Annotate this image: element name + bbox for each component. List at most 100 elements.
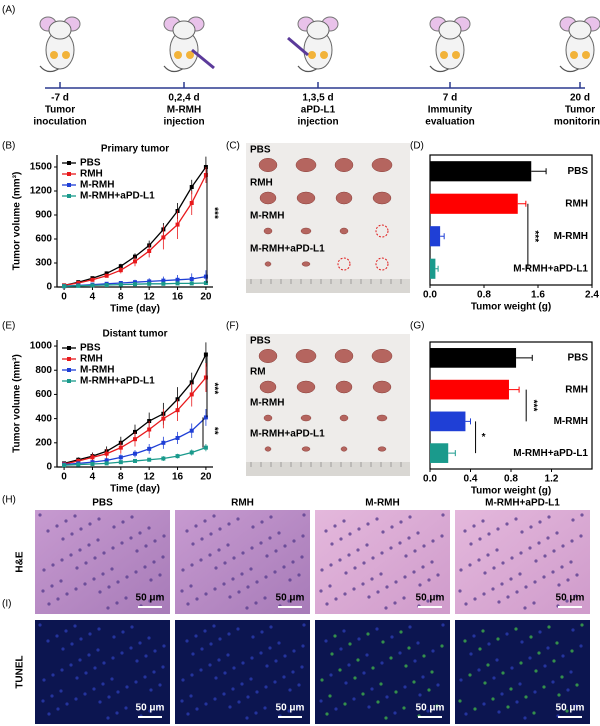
cell bbox=[259, 651, 263, 655]
cell bbox=[51, 563, 55, 567]
cell bbox=[579, 644, 583, 648]
cell bbox=[97, 517, 101, 521]
mouse-icon bbox=[39, 16, 81, 73]
cell bbox=[277, 641, 281, 645]
mouse-icon bbox=[163, 16, 215, 73]
cell bbox=[250, 656, 254, 660]
cell bbox=[241, 551, 245, 555]
data-point bbox=[104, 273, 109, 278]
micrograph bbox=[315, 620, 450, 724]
tumor bbox=[376, 414, 388, 422]
cell bbox=[51, 673, 55, 677]
data-point bbox=[76, 458, 81, 463]
cell bbox=[333, 524, 337, 528]
cell bbox=[93, 556, 97, 560]
cell bbox=[232, 556, 236, 560]
data-point bbox=[189, 185, 194, 189]
group-label: PBS bbox=[250, 145, 271, 156]
cell bbox=[143, 675, 147, 679]
cell bbox=[357, 637, 361, 641]
mouse-head bbox=[568, 20, 592, 40]
cell bbox=[486, 663, 490, 667]
cell bbox=[459, 568, 463, 572]
scale-bar-label: 50 μm bbox=[136, 703, 165, 714]
cell bbox=[245, 716, 249, 720]
cell bbox=[495, 548, 499, 552]
category-label: RMH bbox=[565, 384, 588, 395]
data-point bbox=[76, 281, 81, 285]
x-tick-label: 0.0 bbox=[423, 474, 437, 485]
cell bbox=[274, 659, 278, 663]
cell bbox=[533, 580, 537, 584]
cell bbox=[353, 566, 357, 570]
x-tick-label: 0 bbox=[61, 292, 67, 303]
category-label: M-RMH+aPD-L1 bbox=[513, 448, 588, 459]
cell bbox=[529, 525, 533, 529]
cell bbox=[269, 625, 273, 629]
y-tick-label: 1000 bbox=[30, 341, 53, 352]
cell bbox=[381, 640, 385, 644]
cell bbox=[487, 532, 491, 536]
data-point bbox=[104, 283, 109, 287]
cell bbox=[157, 594, 161, 598]
cell bbox=[496, 527, 500, 531]
cell bbox=[547, 625, 551, 629]
data-point bbox=[118, 445, 123, 450]
tumor-spot bbox=[320, 51, 328, 59]
tumor-spot bbox=[308, 51, 316, 59]
cell bbox=[348, 532, 352, 536]
cell bbox=[412, 680, 416, 684]
data-point bbox=[76, 283, 81, 288]
legend-label: M-RMH+aPD-L1 bbox=[80, 376, 155, 387]
row-label: H&E bbox=[15, 551, 26, 572]
cell bbox=[352, 697, 356, 701]
y-tick-label: 400 bbox=[35, 413, 52, 424]
cell bbox=[575, 573, 579, 577]
cell bbox=[162, 534, 166, 538]
cell bbox=[130, 515, 134, 519]
column-header: RMH bbox=[231, 498, 254, 509]
legend-label: PBS bbox=[80, 158, 101, 169]
legend-marker bbox=[67, 194, 71, 198]
cell bbox=[228, 595, 232, 599]
cell bbox=[328, 694, 332, 698]
empty-marker bbox=[375, 224, 389, 238]
cell bbox=[301, 644, 305, 648]
cell bbox=[218, 637, 222, 641]
cell bbox=[482, 702, 486, 706]
cell bbox=[520, 530, 524, 534]
cell bbox=[367, 705, 371, 709]
cell bbox=[200, 647, 204, 651]
data-point bbox=[147, 457, 152, 462]
cell bbox=[469, 652, 473, 656]
group-label: RMH bbox=[250, 178, 273, 189]
cell bbox=[149, 578, 153, 582]
cell bbox=[55, 634, 59, 638]
cell bbox=[214, 566, 218, 570]
cell bbox=[129, 536, 133, 540]
cell bbox=[273, 570, 277, 574]
cell bbox=[352, 587, 356, 591]
cell bbox=[144, 544, 148, 548]
cell bbox=[213, 587, 217, 591]
cell bbox=[505, 522, 509, 526]
cell bbox=[59, 579, 63, 583]
cell bbox=[138, 531, 142, 535]
timeline-label: -7 d bbox=[51, 93, 69, 104]
data-point bbox=[175, 222, 180, 227]
legend-label: M-RMH bbox=[80, 365, 114, 376]
tumor bbox=[334, 349, 354, 363]
cell bbox=[212, 514, 216, 518]
cell bbox=[147, 636, 151, 640]
cell bbox=[255, 580, 259, 584]
cell bbox=[408, 625, 412, 629]
data-point bbox=[175, 408, 180, 413]
cell bbox=[523, 716, 527, 720]
syringe bbox=[287, 36, 309, 57]
cell bbox=[551, 570, 555, 574]
cell bbox=[532, 711, 536, 715]
cell bbox=[523, 606, 527, 610]
cell bbox=[366, 632, 370, 636]
y-tick-label: 1200 bbox=[30, 186, 53, 197]
cell bbox=[492, 566, 496, 570]
